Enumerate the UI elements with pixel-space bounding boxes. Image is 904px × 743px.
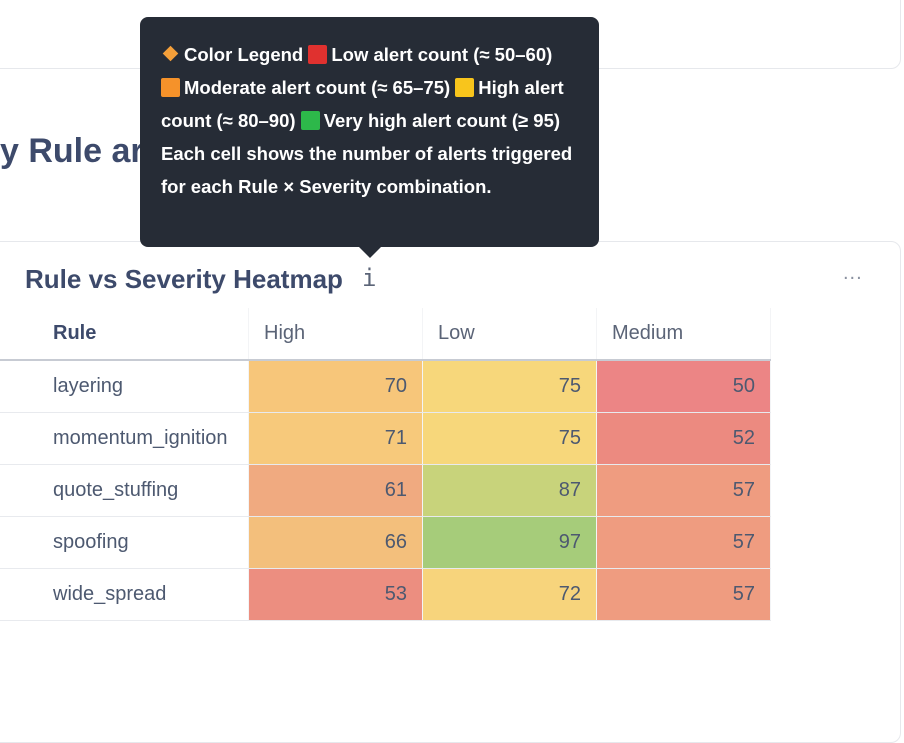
column-header: Low (422, 308, 597, 361)
heat-cell: 53 (248, 568, 423, 621)
heat-cell: 72 (422, 568, 597, 621)
heatmap-table: Rule High Low Medium layering 70 75 50 momentum_… (0, 308, 771, 621)
orange-square (161, 78, 180, 97)
heat-cell: 75 (422, 412, 597, 465)
heat-cell: 61 (248, 464, 423, 517)
green-square (300, 111, 320, 130)
heat-cell: 57 (596, 568, 771, 621)
heat-cell: 87 (422, 464, 597, 517)
heat-cell: 57 (596, 464, 771, 517)
column-header: Rule (0, 308, 249, 361)
tooltip-text: Low alert count (≈ 50–60) (331, 44, 553, 65)
heat-cell: 75 (422, 360, 597, 413)
heat-cell: 50 (596, 360, 771, 413)
heat-cell: 57 (596, 516, 771, 569)
rule-name: layering (0, 360, 249, 413)
table-row: momentum_ignition 71 75 52 (0, 412, 771, 465)
rule-name: wide_spread (0, 568, 249, 621)
column-header: High (248, 308, 423, 361)
tooltip-text: Color Legend (184, 44, 304, 65)
section-heading: y Rule ar (0, 132, 144, 170)
rule-name: quote_stuffing (0, 464, 249, 517)
tooltip: Color Legend Low alert count (≈ 50–60) M… (140, 17, 599, 247)
table-row: layering 70 75 50 (0, 360, 771, 413)
heat-cell: 70 (248, 360, 423, 413)
yellow-square (455, 78, 475, 97)
column-header: Medium (596, 308, 771, 361)
table-row: spoofing 66 97 57 (0, 516, 771, 569)
heat-cell: 52 (596, 412, 771, 465)
table-row: wide_spread 53 72 57 (0, 568, 771, 621)
tooltip-text: Each cell shows the number of alerts tri… (161, 143, 573, 197)
red-square (308, 45, 328, 64)
tooltip-text: High alert count (≈ 80–90) (161, 77, 564, 131)
tooltip-arrow (358, 246, 382, 258)
diamond-icon (162, 45, 179, 62)
rule-name: momentum_ignition (0, 412, 249, 465)
heat-cell: 66 (248, 516, 423, 569)
heat-cell: 97 (422, 516, 597, 569)
tooltip-text: Very high alert count (≥ 95) (323, 110, 561, 131)
table-row: quote_stuffing 61 87 57 (0, 464, 771, 517)
card-menu[interactable]: ... (843, 262, 863, 284)
info-icon[interactable]: i (362, 264, 377, 292)
heat-cell: 71 (248, 412, 423, 465)
card-title: Rule vs Severity Heatmap (25, 264, 343, 294)
rule-name: spoofing (0, 516, 249, 569)
tooltip-text: Moderate alert count (≈ 65–75) (184, 77, 451, 98)
